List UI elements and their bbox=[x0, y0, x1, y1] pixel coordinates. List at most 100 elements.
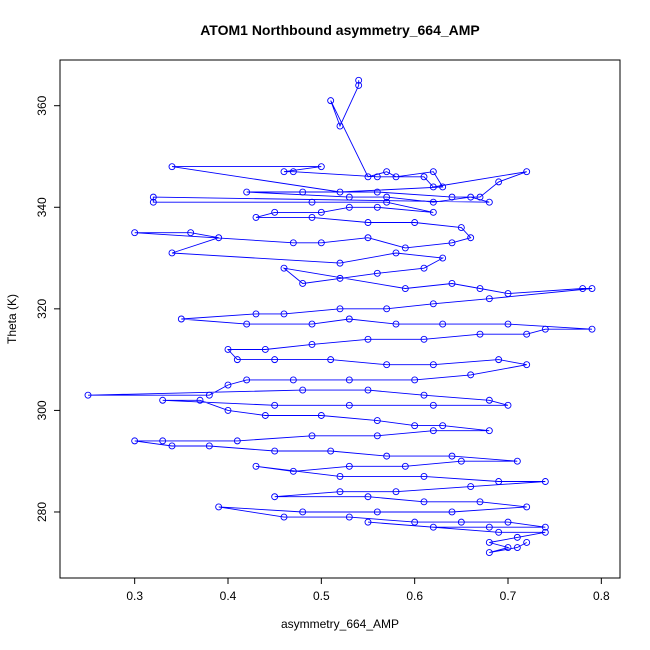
data-point bbox=[373, 417, 381, 425]
data-point bbox=[495, 528, 503, 536]
data-point bbox=[289, 376, 297, 384]
data-point bbox=[345, 315, 353, 323]
data-point bbox=[513, 457, 521, 465]
data-point bbox=[159, 396, 167, 404]
data-point bbox=[401, 244, 409, 252]
data-point bbox=[336, 305, 344, 313]
data-point bbox=[401, 462, 409, 470]
x-tick-label: 0.8 bbox=[593, 589, 610, 603]
data-point bbox=[364, 493, 372, 501]
data-point bbox=[411, 219, 419, 226]
data-point bbox=[588, 285, 596, 292]
data-point bbox=[485, 549, 493, 557]
data-point bbox=[289, 467, 297, 475]
data-point bbox=[280, 264, 288, 272]
data-point bbox=[243, 376, 251, 384]
data-point bbox=[243, 320, 251, 328]
data-point bbox=[289, 168, 297, 176]
data-point bbox=[308, 198, 316, 206]
data-point bbox=[448, 452, 456, 460]
data-point bbox=[280, 310, 288, 318]
data-point bbox=[364, 234, 372, 242]
data-point bbox=[523, 503, 531, 511]
x-axis: 0.3 0.4 0.5 0.6 0.7 0.8 bbox=[126, 578, 610, 603]
data-point bbox=[364, 518, 372, 526]
data-point bbox=[364, 219, 372, 226]
data-point bbox=[271, 493, 279, 501]
data-point bbox=[541, 528, 549, 536]
data-point bbox=[495, 478, 503, 485]
data-point bbox=[252, 310, 260, 318]
data-point bbox=[541, 325, 549, 333]
data-point bbox=[345, 462, 353, 470]
data-point bbox=[420, 472, 428, 480]
data-point bbox=[401, 285, 409, 292]
data-point bbox=[299, 188, 307, 196]
data-point bbox=[317, 208, 325, 216]
data-point bbox=[383, 305, 391, 313]
chart-title: ATOM1 Northbound asymmetry_664_AMP bbox=[200, 22, 480, 38]
data-point bbox=[336, 259, 344, 267]
data-point bbox=[252, 462, 260, 470]
data-point bbox=[336, 488, 344, 496]
data-point bbox=[336, 472, 344, 480]
data-point bbox=[429, 361, 437, 369]
data-point bbox=[345, 376, 353, 384]
data-point bbox=[429, 427, 437, 435]
data-point bbox=[429, 198, 437, 206]
data-point bbox=[429, 168, 437, 176]
data-point bbox=[317, 239, 325, 247]
data-point bbox=[252, 213, 260, 221]
data-point bbox=[196, 396, 204, 404]
series-line bbox=[87, 80, 593, 554]
data-point bbox=[345, 401, 353, 409]
series-layer bbox=[84, 76, 596, 557]
data-point bbox=[345, 203, 353, 211]
data-point bbox=[215, 234, 223, 242]
data-point bbox=[373, 269, 381, 277]
y-tick-label: 320 bbox=[35, 299, 49, 319]
x-axis-label: asymmetry_664_AMP bbox=[281, 617, 399, 631]
data-point bbox=[411, 376, 419, 384]
data-point bbox=[149, 198, 157, 206]
data-point bbox=[467, 193, 475, 201]
data-point bbox=[495, 178, 503, 186]
data-point bbox=[420, 173, 428, 181]
data-point bbox=[485, 539, 493, 546]
plot-frame bbox=[59, 59, 621, 579]
data-point bbox=[168, 249, 176, 257]
data-point bbox=[439, 254, 447, 262]
data-point bbox=[476, 330, 484, 338]
data-point bbox=[364, 173, 372, 181]
data-point bbox=[504, 518, 512, 526]
data-point bbox=[523, 168, 531, 176]
data-point bbox=[476, 193, 484, 201]
data-point bbox=[271, 401, 279, 409]
data-point bbox=[224, 381, 232, 389]
data-point bbox=[233, 356, 241, 364]
data-point bbox=[317, 412, 325, 419]
data-point bbox=[373, 203, 381, 211]
data-point bbox=[485, 427, 493, 435]
data-point bbox=[261, 412, 269, 419]
data-point bbox=[364, 386, 372, 394]
y-tick-label: 300 bbox=[35, 400, 49, 420]
data-point bbox=[467, 371, 475, 379]
data-point bbox=[439, 320, 447, 328]
data-point bbox=[364, 335, 372, 343]
data-point bbox=[233, 437, 241, 445]
data-point bbox=[383, 193, 391, 201]
data-point bbox=[420, 391, 428, 399]
data-point bbox=[485, 396, 493, 404]
data-point bbox=[439, 422, 447, 430]
data-point bbox=[355, 76, 363, 84]
y-tick-label: 280 bbox=[35, 502, 49, 522]
data-point bbox=[355, 81, 363, 89]
data-point bbox=[271, 356, 279, 364]
y-axis: 280 300 320 340 360 bbox=[35, 95, 60, 522]
data-point bbox=[457, 518, 465, 526]
data-point bbox=[308, 340, 316, 348]
data-point bbox=[429, 300, 437, 308]
data-point bbox=[308, 432, 316, 440]
data-point bbox=[336, 122, 344, 130]
